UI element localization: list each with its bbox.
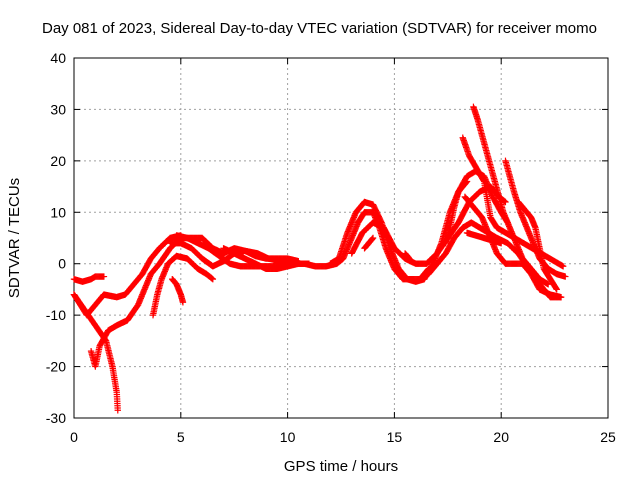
y-tick-label: 30 bbox=[50, 101, 66, 117]
data-point bbox=[369, 234, 377, 242]
data-point bbox=[553, 286, 560, 293]
grid-layer bbox=[74, 58, 608, 418]
data-point bbox=[557, 293, 565, 301]
y-tick-label: 0 bbox=[58, 256, 66, 272]
series-track-n bbox=[361, 234, 377, 252]
series-track-s bbox=[463, 229, 505, 247]
y-tick-label: 10 bbox=[50, 204, 66, 220]
data-point bbox=[462, 179, 470, 187]
mark-layer bbox=[70, 103, 569, 414]
y-axis-title: SDTVAR / TECUs bbox=[6, 178, 23, 298]
series-track-f bbox=[169, 275, 187, 306]
data-point bbox=[179, 299, 187, 306]
x-tick-label: 20 bbox=[493, 429, 509, 445]
x-tick-label: 15 bbox=[387, 429, 403, 445]
data-point bbox=[498, 239, 505, 247]
x-axis-title: GPS time / hours bbox=[284, 458, 398, 475]
series-track-q bbox=[442, 178, 471, 247]
data-point bbox=[114, 407, 121, 414]
data-point bbox=[100, 273, 108, 280]
y-tick-label: 40 bbox=[50, 50, 66, 66]
series-track-c bbox=[87, 234, 184, 370]
x-tick-label: 0 bbox=[70, 429, 78, 445]
series-track-b bbox=[70, 273, 108, 285]
series-track-m bbox=[348, 183, 509, 267]
plot-frame bbox=[73, 57, 609, 419]
x-tick-label: 5 bbox=[177, 429, 185, 445]
data-point bbox=[406, 255, 413, 262]
y-tick-label: -20 bbox=[46, 359, 66, 375]
y-tick-label: 20 bbox=[50, 153, 66, 169]
series-track-v bbox=[515, 198, 560, 293]
x-tick-label: 25 bbox=[600, 429, 616, 445]
x-tick-label: 10 bbox=[280, 429, 296, 445]
data-point bbox=[209, 275, 217, 283]
data-point bbox=[562, 273, 569, 280]
y-tick-label: -30 bbox=[46, 410, 66, 426]
data-point bbox=[405, 254, 412, 262]
series-track-e bbox=[149, 252, 217, 319]
series-track-w bbox=[459, 134, 567, 270]
series-track-r bbox=[461, 193, 565, 301]
y-tick-label: -10 bbox=[46, 307, 66, 323]
data-point bbox=[463, 178, 470, 186]
data-point bbox=[404, 253, 412, 261]
data-point bbox=[368, 236, 376, 243]
data-point bbox=[369, 235, 376, 242]
series-track-o bbox=[401, 250, 413, 262]
data-point bbox=[559, 263, 567, 270]
tick-layer: 0 5 10 15 20 25 -30 -20 -10 0 10 20 30 40 bbox=[46, 50, 616, 445]
chart-title: Day 081 of 2023, Sidereal Day-to-day VTE… bbox=[42, 20, 597, 37]
series-track-d bbox=[70, 232, 184, 319]
data-point bbox=[463, 178, 471, 185]
